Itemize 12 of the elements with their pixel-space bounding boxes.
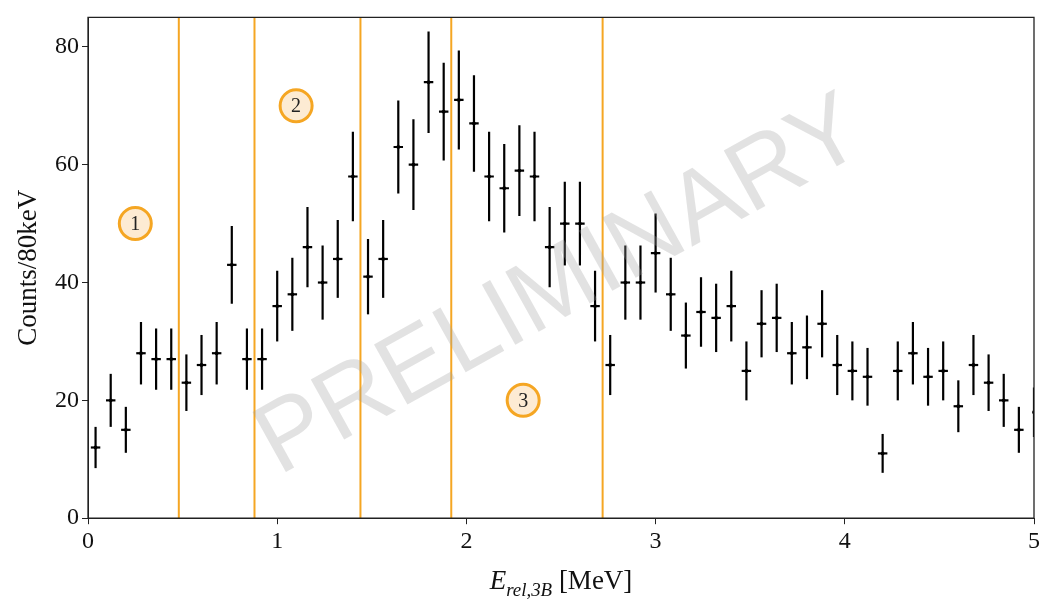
y-tick-label: 0 (67, 503, 79, 530)
y-tick-label: 40 (55, 267, 79, 294)
annotation: 1 (130, 211, 141, 234)
y-tick-label: 20 (55, 385, 79, 412)
x-tick-label: 5 (1028, 526, 1040, 553)
y-axis-title: Counts/80keV (12, 189, 42, 346)
y-tick-label: 60 (55, 149, 79, 176)
x-tick-label: 3 (649, 526, 662, 553)
y-tick-label: 80 (55, 32, 79, 59)
x-tick-label: 2 (460, 526, 473, 553)
x-tick-label: 1 (271, 526, 284, 553)
x-tick-label: 4 (838, 526, 851, 553)
